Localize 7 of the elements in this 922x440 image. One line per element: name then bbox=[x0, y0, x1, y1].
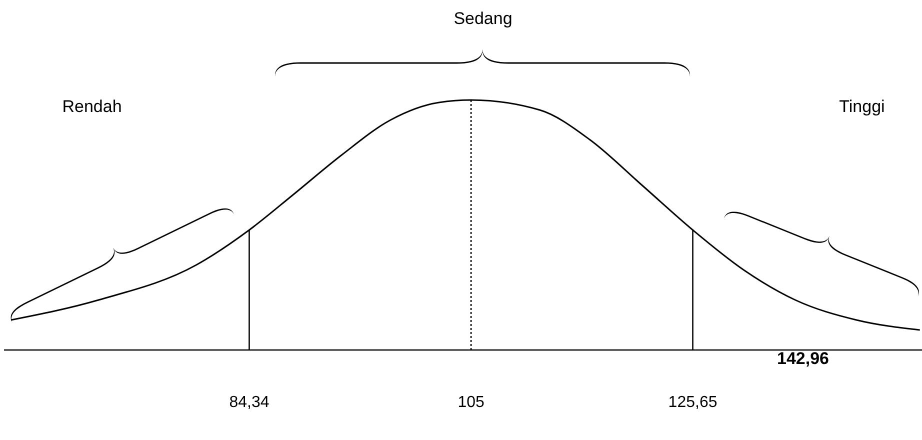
x-tick-label: 84,34 bbox=[229, 394, 270, 411]
annotation: Tinggi bbox=[839, 97, 885, 116]
annotation: Rendah bbox=[62, 97, 122, 116]
annotation: 142,96 bbox=[777, 349, 829, 368]
x-tick-label: 105 bbox=[458, 394, 484, 411]
x-tick-label: 125,65 bbox=[668, 394, 718, 411]
text: Sedang bbox=[454, 9, 512, 28]
